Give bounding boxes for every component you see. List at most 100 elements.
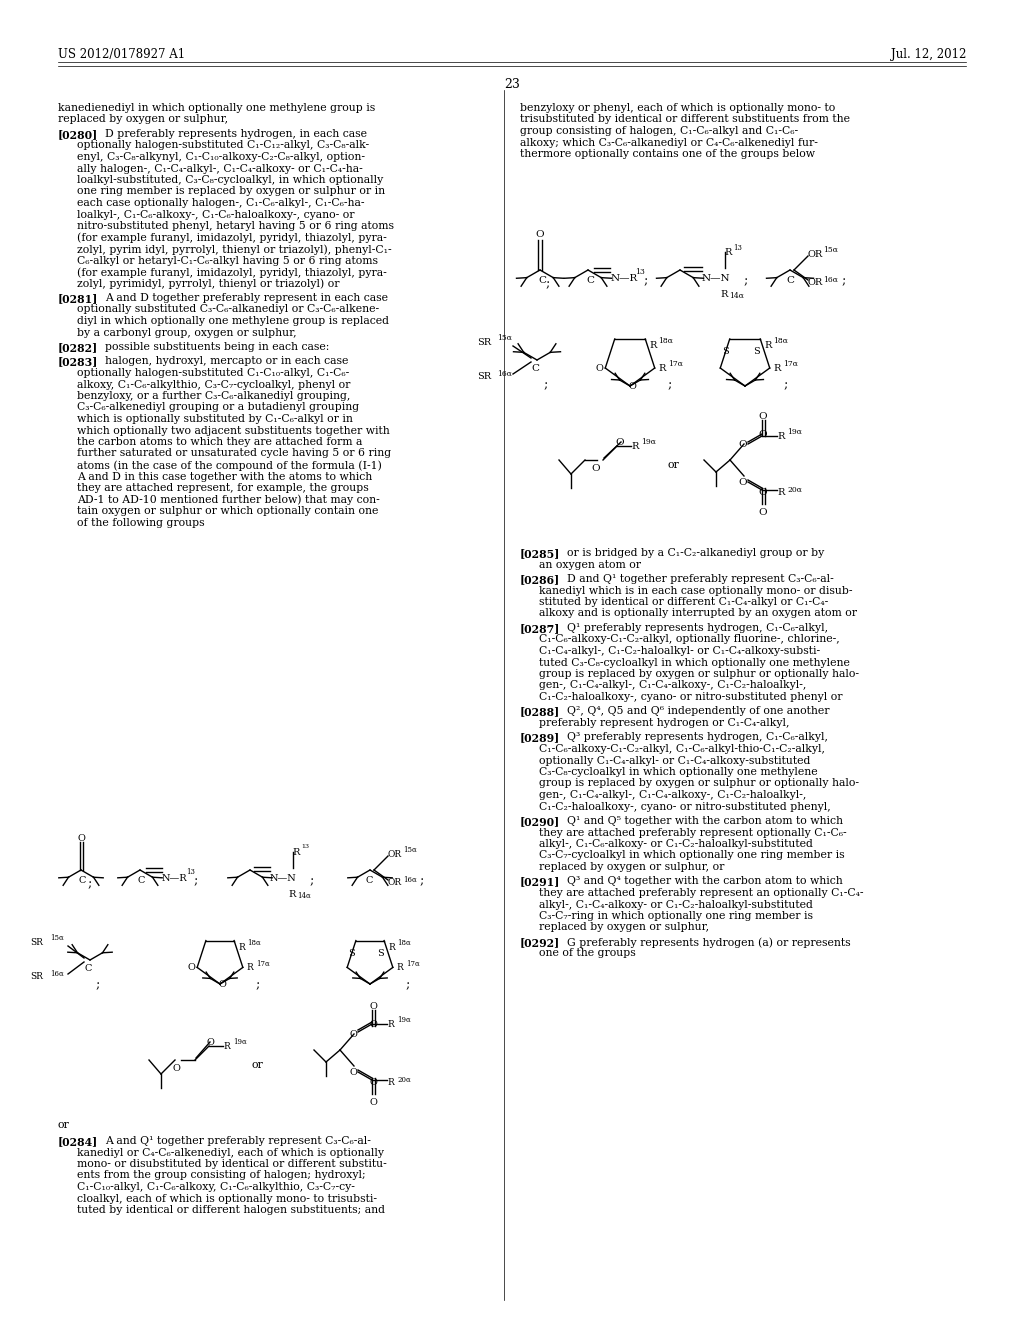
Text: ;: ; (668, 378, 672, 391)
Text: 15α: 15α (403, 846, 417, 854)
Text: 18α: 18α (658, 337, 673, 345)
Text: C₁-C₂-haloalkoxy-, cyano- or nitro-substituted phenyl or: C₁-C₂-haloalkoxy-, cyano- or nitro-subst… (539, 692, 843, 702)
Text: 16α: 16α (403, 876, 417, 884)
Text: Q³ preferably represents hydrogen, C₁-C₆-alkyl,: Q³ preferably represents hydrogen, C₁-C₆… (567, 733, 828, 742)
Text: C₆-alkyl or hetaryl-C₁-C₆-alkyl having 5 or 6 ring atoms: C₆-alkyl or hetaryl-C₁-C₆-alkyl having 5… (77, 256, 378, 265)
Text: R: R (658, 364, 666, 374)
Text: C: C (137, 876, 144, 884)
Text: thermore optionally contains one of the groups below: thermore optionally contains one of the … (520, 149, 815, 158)
Text: [0286]: [0286] (520, 574, 560, 585)
Text: or: or (58, 1119, 70, 1130)
Text: further saturated or unsaturated cycle having 5 or 6 ring: further saturated or unsaturated cycle h… (77, 449, 391, 458)
Text: of the following groups: of the following groups (77, 517, 205, 528)
Text: [0288]: [0288] (520, 706, 560, 718)
Text: 16α: 16α (497, 370, 512, 378)
Text: ;: ; (255, 978, 259, 991)
Text: 14α: 14α (729, 292, 743, 300)
Text: [0287]: [0287] (520, 623, 560, 634)
Text: C₃-C₆-alkenediyl grouping or a butadienyl grouping: C₃-C₆-alkenediyl grouping or a butadieny… (77, 403, 359, 412)
Text: diyl in which optionally one methylene group is replaced: diyl in which optionally one methylene g… (77, 315, 389, 326)
Text: 13: 13 (186, 869, 195, 876)
Text: O: O (369, 1020, 377, 1030)
Text: ;: ; (643, 275, 647, 286)
Text: [0292]: [0292] (520, 937, 560, 948)
Text: 15α: 15α (823, 246, 838, 253)
Text: [0291]: [0291] (520, 876, 560, 887)
Text: C₁-C₆-alkoxy-C₁-C₂-alkyl, C₁-C₆-alkyl-thio-C₁-C₂-alkyl,: C₁-C₆-alkoxy-C₁-C₂-alkyl, C₁-C₆-alkyl-th… (539, 744, 825, 754)
Text: O: O (172, 1064, 180, 1073)
Text: O: O (759, 430, 767, 440)
Text: ;: ; (87, 876, 91, 890)
Text: OR: OR (808, 249, 823, 259)
Text: C₁-C₄-alkyl-, C₁-C₂-haloalkyl- or C₁-C₄-alkoxy-substi-: C₁-C₄-alkyl-, C₁-C₂-haloalkyl- or C₁-C₄-… (539, 645, 820, 656)
Text: [0281]: [0281] (58, 293, 98, 304)
Text: 18α: 18α (397, 939, 411, 946)
Text: R: R (631, 442, 638, 451)
Text: or is bridged by a C₁-C₂-alkanediyl group or by: or is bridged by a C₁-C₂-alkanediyl grou… (567, 548, 824, 558)
Text: A and D together preferably represent in each case: A and D together preferably represent in… (105, 293, 388, 304)
Text: R: R (764, 341, 772, 350)
Text: optionally halogen-substituted C₁-C₁₂-alkyl, C₃-C₈-alk-: optionally halogen-substituted C₁-C₁₂-al… (77, 140, 369, 150)
Text: R: R (724, 248, 731, 257)
Text: R: R (388, 942, 395, 952)
Text: R: R (774, 364, 781, 374)
Text: O: O (759, 488, 767, 498)
Text: O: O (759, 508, 767, 517)
Text: C: C (84, 964, 92, 973)
Text: 15α: 15α (497, 334, 512, 342)
Text: cloalkyl, each of which is optionally mono- to trisubsti-: cloalkyl, each of which is optionally mo… (77, 1193, 377, 1204)
Text: N—R: N—R (611, 275, 638, 282)
Text: by a carbonyl group, oxygen or sulphur,: by a carbonyl group, oxygen or sulphur, (77, 327, 297, 338)
Text: replaced by oxygen or sulphur, or: replaced by oxygen or sulphur, or (539, 862, 724, 873)
Text: R: R (292, 847, 299, 857)
Text: C₁-C₁₀-alkyl, C₁-C₆-alkoxy, C₁-C₆-alkylthio, C₃-C₇-cy-: C₁-C₁₀-alkyl, C₁-C₆-alkoxy, C₁-C₆-alkylt… (77, 1181, 355, 1192)
Text: 13: 13 (733, 244, 741, 252)
Text: D and Q¹ together preferably represent C₃-C₆-al-: D and Q¹ together preferably represent C… (567, 574, 834, 583)
Text: ents from the group consisting of halogen; hydroxyl;: ents from the group consisting of haloge… (77, 1171, 366, 1180)
Text: ;: ; (310, 874, 314, 887)
Text: S: S (753, 347, 760, 356)
Text: alkoxy and is optionally interrupted by an oxygen atom or: alkoxy and is optionally interrupted by … (539, 609, 857, 619)
Text: ;: ; (194, 874, 199, 887)
Text: alkyl-, C₁-C₆-alkoxy- or C₁-C₂-haloalkyl-substituted: alkyl-, C₁-C₆-alkoxy- or C₁-C₂-haloalkyl… (539, 840, 813, 849)
Text: Q¹ and Q⁵ together with the carbon atom to which: Q¹ and Q⁵ together with the carbon atom … (567, 816, 843, 826)
Text: OR: OR (388, 878, 402, 887)
Text: 13: 13 (635, 268, 645, 276)
Text: 20α: 20α (397, 1076, 411, 1084)
Text: they are attached preferably represent optionally C₁-C₆-: they are attached preferably represent o… (539, 828, 847, 837)
Text: A and D in this case together with the atoms to which: A and D in this case together with the a… (77, 471, 373, 482)
Text: [0282]: [0282] (58, 342, 98, 352)
Text: O: O (349, 1068, 357, 1077)
Text: AD-1 to AD-10 mentioned further below) that may con-: AD-1 to AD-10 mentioned further below) t… (77, 495, 380, 506)
Text: O: O (738, 440, 748, 449)
Text: SR: SR (30, 939, 43, 946)
Text: 19α: 19α (787, 428, 802, 436)
Text: O: O (349, 1030, 357, 1039)
Text: OR: OR (808, 279, 823, 286)
Text: ;: ; (546, 277, 550, 290)
Text: [0285]: [0285] (520, 548, 560, 558)
Text: [0280]: [0280] (58, 129, 98, 140)
Text: alkoxy, C₁-C₆-alkylthio, C₃-C₇-cycloalkyl, phenyl or: alkoxy, C₁-C₆-alkylthio, C₃-C₇-cycloalky… (77, 380, 350, 389)
Text: benzyloxy or phenyl, each of which is optionally mono- to: benzyloxy or phenyl, each of which is op… (520, 103, 836, 114)
Text: Q³ and Q⁴ together with the carbon atom to which: Q³ and Q⁴ together with the carbon atom … (567, 876, 843, 887)
Text: optionally substituted C₃-C₆-alkanediyl or C₃-C₆-alkene-: optionally substituted C₃-C₆-alkanediyl … (77, 305, 379, 314)
Text: or: or (251, 1060, 263, 1071)
Text: benzyloxy, or a further C₃-C₆-alkanediyl grouping,: benzyloxy, or a further C₃-C₆-alkanediyl… (77, 391, 350, 401)
Text: SR: SR (30, 972, 43, 981)
Text: SR: SR (477, 372, 492, 381)
Text: 16α: 16α (823, 276, 838, 284)
Text: mono- or disubstituted by identical or different substitu-: mono- or disubstituted by identical or d… (77, 1159, 387, 1170)
Text: 23: 23 (504, 78, 520, 91)
Text: 14α: 14α (297, 892, 310, 900)
Text: 16α: 16α (50, 970, 63, 978)
Text: one ring member is replaced by oxygen or sulphur or in: one ring member is replaced by oxygen or… (77, 186, 385, 197)
Text: 17α: 17α (782, 360, 798, 368)
Text: D preferably represents hydrogen, in each case: D preferably represents hydrogen, in eac… (105, 129, 367, 139)
Text: C₁-C₆-alkoxy-C₁-C₂-alkyl, optionally fluorine-, chlorine-,: C₁-C₆-alkoxy-C₁-C₂-alkyl, optionally flu… (539, 635, 840, 644)
Text: C₁-C₂-haloalkoxy-, cyano- or nitro-substituted phenyl,: C₁-C₂-haloalkoxy-, cyano- or nitro-subst… (539, 801, 830, 812)
Text: which is optionally substituted by C₁-C₆-alkyl or in: which is optionally substituted by C₁-C₆… (77, 414, 353, 424)
Text: group is replaced by oxygen or sulphur or optionally halo-: group is replaced by oxygen or sulphur o… (539, 669, 859, 678)
Text: S: S (722, 347, 729, 356)
Text: optionally halogen-substituted C₁-C₁₀-alkyl, C₁-C₆-: optionally halogen-substituted C₁-C₁₀-al… (77, 368, 349, 378)
